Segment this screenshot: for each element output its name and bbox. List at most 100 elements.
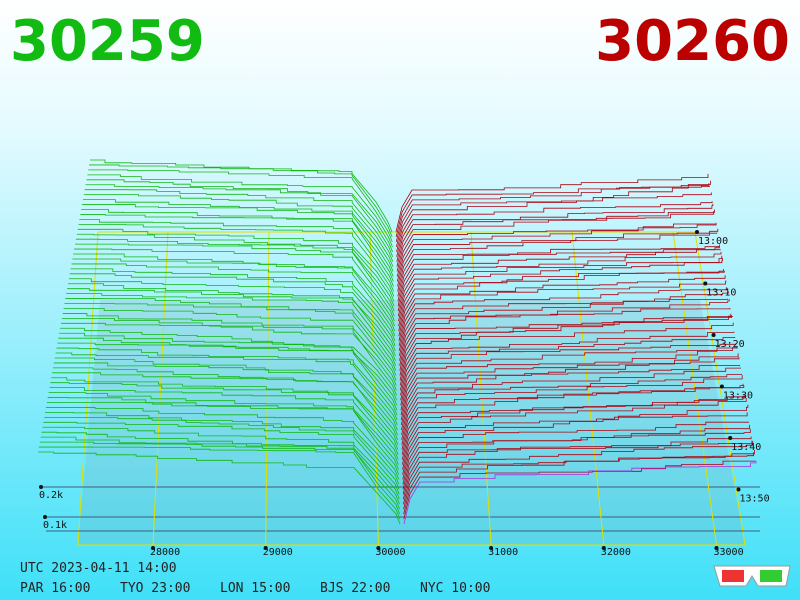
ask-curve <box>399 298 730 361</box>
bid-curve <box>44 416 400 490</box>
bid-curve <box>87 174 393 247</box>
ask-curve <box>401 385 745 450</box>
bid-curve <box>49 387 399 460</box>
bid-curve <box>45 412 400 485</box>
bid-curve <box>80 214 394 287</box>
city-clock: LON 15:00 <box>220 581 290 596</box>
ask-curve <box>401 398 747 465</box>
ask-curve <box>397 246 719 297</box>
bid-curve <box>60 322 397 396</box>
ask-curve <box>398 275 726 337</box>
ask-curve <box>401 367 741 431</box>
tick-dot <box>43 515 47 519</box>
bid-curve <box>53 362 398 436</box>
price-grid-line <box>152 231 169 546</box>
bid-curve <box>42 426 400 500</box>
ask-curve <box>396 192 712 252</box>
bid-price: 30259 <box>10 9 205 74</box>
bid-curve <box>79 218 394 292</box>
bid-curve <box>71 263 396 337</box>
ask-curve <box>397 228 719 292</box>
bid-curve <box>70 268 396 342</box>
bid-curve <box>88 169 393 243</box>
price-label: 30000 <box>375 547 405 558</box>
ask-curve <box>398 298 728 351</box>
ask-curve <box>403 461 757 525</box>
bid-curve <box>50 382 399 455</box>
ask-curve <box>399 322 734 386</box>
ask-curve <box>398 258 723 322</box>
bid-curve <box>75 238 395 312</box>
labels: 28000 29000 30000 31000 32000 33000 13:00 13:10… <box>39 230 770 558</box>
bid-curve <box>66 293 397 366</box>
ask-curve <box>400 357 740 421</box>
price-label: 28000 <box>150 547 180 558</box>
curves <box>38 159 757 525</box>
bid-curve <box>55 352 398 426</box>
ask-curve <box>398 269 724 327</box>
ask-curve <box>396 223 716 277</box>
ask-price: 30260 <box>595 9 790 74</box>
bid-curve <box>85 184 394 257</box>
ask-curve <box>400 353 739 416</box>
ask-curve <box>399 331 735 391</box>
time-label: 13:20 <box>715 339 745 350</box>
bid-curve <box>90 159 393 233</box>
price-grid-line <box>470 231 492 546</box>
city-clock: PAR 16:00 <box>20 581 90 596</box>
bid-curve <box>52 372 399 445</box>
bid-curve <box>65 298 397 371</box>
ask-curve <box>398 280 727 341</box>
ask-curve <box>399 291 729 356</box>
bid-curve <box>56 347 398 421</box>
bid-curve <box>82 204 394 277</box>
bid-curve <box>67 288 396 361</box>
price-label: 29000 <box>263 547 293 558</box>
ask-curve <box>396 180 711 247</box>
ask-curve <box>398 270 725 332</box>
ask-curve <box>397 249 721 307</box>
ask-curve <box>399 316 733 381</box>
bid-curve <box>39 441 401 515</box>
time-label: 13:50 <box>740 494 770 505</box>
ask-curve <box>400 337 736 396</box>
bid-curve <box>68 278 396 351</box>
bid-curve <box>48 392 399 465</box>
tick-dot <box>489 546 494 550</box>
ask-curve <box>402 428 751 490</box>
glasses-icon[interactable] <box>713 565 791 587</box>
ask-curve <box>400 365 741 426</box>
ask-curve <box>402 424 750 485</box>
time-label: 13:30 <box>723 391 753 402</box>
ask-curve <box>399 308 731 366</box>
tick-dot <box>719 384 724 389</box>
tick-dot <box>151 546 155 550</box>
bid-curve <box>76 233 395 307</box>
ask-curve <box>396 201 713 257</box>
time-label: 13:10 <box>706 288 736 299</box>
depth-label: 0.2k <box>39 490 63 501</box>
ask-curve <box>396 209 715 272</box>
ask-curve <box>401 373 742 436</box>
tick-dot <box>736 487 741 492</box>
ask-curve <box>403 441 754 505</box>
ask-curve <box>401 395 746 460</box>
ask-curve <box>402 404 749 475</box>
ask-curve <box>402 436 752 495</box>
price-label: 31000 <box>488 547 518 558</box>
city-clock: TYO 23:00 <box>120 581 190 596</box>
bid-curve <box>78 223 395 297</box>
ask-curve <box>397 251 722 312</box>
ask-curve <box>400 346 737 406</box>
tick-dot <box>601 546 606 550</box>
depth-label: 0.1k <box>43 520 67 531</box>
bid-curve <box>38 446 401 520</box>
bid-curve <box>86 179 393 252</box>
price-grid-line <box>265 231 270 546</box>
ask-curve <box>400 343 737 401</box>
tick-dot <box>728 436 733 440</box>
tick-dot <box>711 333 716 337</box>
city-clock: NYC 10:00 <box>420 581 490 596</box>
